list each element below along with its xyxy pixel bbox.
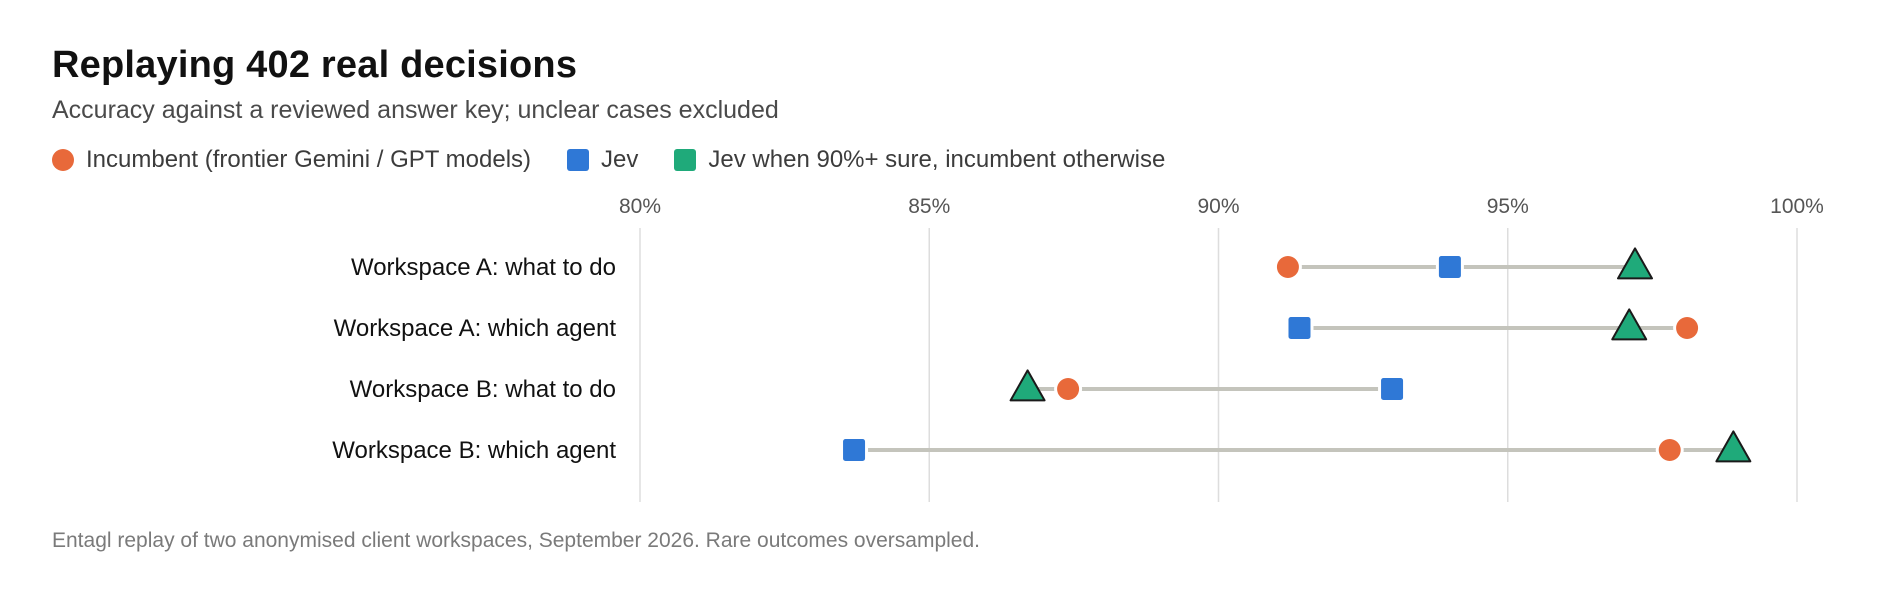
x-tick-label: 80% — [619, 195, 661, 218]
legend-square-marker-icon — [567, 149, 590, 171]
marker-jev-hybrid-workspace-a-which-agent — [1611, 308, 1648, 341]
marker-jev-hybrid-workspace-b-what-to-do — [1009, 369, 1046, 402]
x-tick-label: 95% — [1487, 195, 1529, 218]
connector-lines — [852, 265, 1736, 452]
legend-label-jev: Jev — [601, 146, 639, 173]
x-tick-label: 90% — [1197, 195, 1239, 218]
category-labels: Workspace A: what to do Workspace A: whic… — [332, 254, 616, 464]
chart-title: Replaying 402 real decisions — [52, 44, 578, 86]
marker-incumbent-workspace-b-which-agent — [1658, 439, 1681, 461]
legend-item-incumbent: Incumbent (frontier Gemini / GPT models) — [52, 146, 531, 174]
legend-square-marker-icon — [674, 149, 697, 171]
marker-incumbent-workspace-a-which-agent — [1676, 317, 1699, 339]
x-tick-label: 100% — [1770, 195, 1824, 218]
legend-item-jev: Jev — [567, 146, 638, 174]
legend-circle-marker-icon — [52, 149, 74, 171]
category-label-workspace-a-which-agent: Workspace A: which agent — [334, 315, 617, 342]
marker-incumbent-workspace-a-what-to-do — [1276, 256, 1299, 278]
marker-jev-workspace-b-which-agent — [843, 439, 866, 461]
data-markers — [840, 247, 1752, 464]
category-label-workspace-b-what-to-do: Workspace B: what to do — [350, 376, 616, 403]
category-label-workspace-b-which-agent: Workspace B: which agent — [332, 437, 616, 464]
x-tick-label: 85% — [908, 195, 950, 218]
marker-jev-hybrid-workspace-b-which-agent — [1715, 430, 1752, 463]
marker-jev-hybrid-workspace-a-what-to-do — [1617, 247, 1654, 280]
chart-subtitle: Accuracy against a reviewed answer key; … — [52, 96, 779, 124]
marker-jev-workspace-a-what-to-do — [1438, 256, 1461, 278]
marker-jev-workspace-b-what-to-do — [1381, 378, 1404, 400]
legend-item-jev-hybrid: Jev when 90%+ sure, incumbent otherwise — [674, 146, 1165, 174]
marker-incumbent-workspace-b-what-to-do — [1057, 378, 1080, 400]
category-label-workspace-a-what-to-do: Workspace A: what to do — [351, 254, 616, 281]
grid-lines — [639, 228, 1798, 502]
marker-jev-workspace-a-which-agent — [1288, 317, 1311, 339]
legend: Incumbent (frontier Gemini / GPT models)… — [52, 146, 1201, 174]
legend-label-jev-hybrid: Jev when 90%+ sure, incumbent otherwise — [708, 146, 1166, 173]
legend-label-incumbent: Incumbent (frontier Gemini / GPT models) — [86, 146, 532, 173]
x-axis-tick-labels: 80% 85% 90% 95% 100% — [619, 195, 1824, 218]
chart-footnote: Entagl replay of two anonymised client w… — [52, 529, 980, 552]
